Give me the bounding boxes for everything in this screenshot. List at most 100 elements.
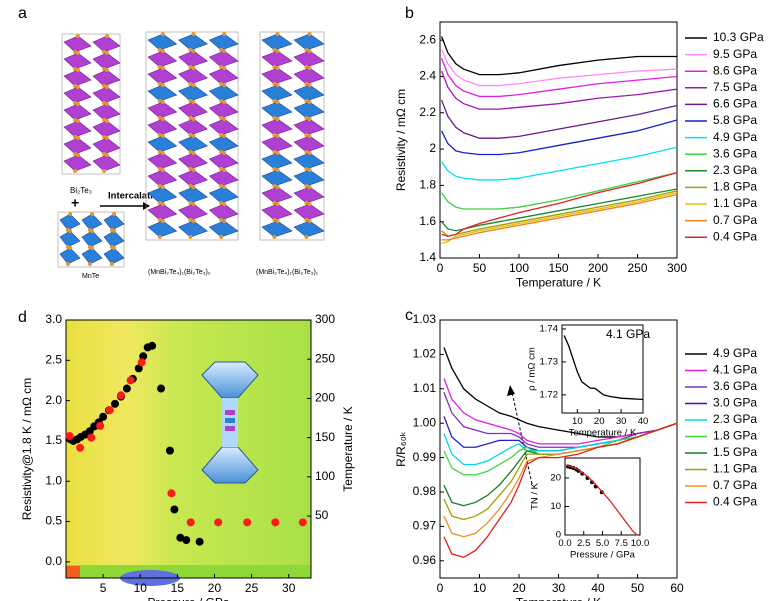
data-point	[165, 446, 174, 455]
y-axis-label: TN / K	[530, 482, 541, 510]
sample	[225, 410, 235, 415]
octahedron	[178, 135, 208, 153]
octahedron	[208, 152, 239, 170]
octahedron	[59, 230, 81, 248]
octahedron	[147, 135, 178, 153]
octahedron	[293, 169, 325, 187]
legend-label: 9.5 GPa	[713, 47, 757, 61]
octahedron	[92, 52, 121, 70]
data-point	[116, 391, 125, 400]
x-tick-label: 20	[208, 581, 222, 595]
octahedron	[293, 118, 325, 136]
y2-tick-label: 200	[315, 391, 335, 405]
atom	[272, 116, 277, 120]
octahedron	[178, 220, 208, 238]
y-tick-label: 0	[556, 530, 561, 541]
data-point	[182, 536, 191, 545]
legend-label: 0.7 GPa	[713, 478, 757, 492]
octahedron	[293, 84, 325, 102]
data-point	[96, 421, 105, 430]
atom	[75, 102, 80, 106]
y-tick-label: 0.98	[413, 484, 437, 498]
octahedron	[208, 84, 239, 102]
atom	[272, 99, 277, 103]
atom	[222, 202, 227, 206]
plus-sign: +	[71, 195, 79, 211]
atom	[112, 246, 117, 250]
x-tick-label: 10	[473, 581, 487, 595]
atom	[75, 136, 80, 140]
atom	[219, 82, 224, 86]
atom	[160, 168, 165, 172]
octahedron	[147, 33, 178, 51]
legend-label: 0.4 GPa	[713, 229, 757, 243]
formula: (MnBi₂Te₄)₁(Bi₂Te₃)₀	[148, 269, 211, 276]
atom	[307, 83, 312, 87]
legend-label: 7.5 GPa	[713, 80, 757, 94]
atom	[157, 82, 162, 86]
data-point	[99, 412, 108, 421]
atom	[275, 202, 280, 206]
unit-cell	[145, 31, 239, 241]
atom	[222, 66, 227, 70]
atom	[160, 100, 165, 104]
y-tick-label: 1.4	[419, 250, 436, 264]
atom	[222, 117, 227, 121]
atom	[219, 99, 224, 103]
y-tick-label: 2.6	[419, 32, 436, 46]
atom	[109, 262, 114, 266]
legend-label: 0.7 GPa	[713, 213, 757, 227]
atom	[65, 262, 70, 266]
atom	[102, 169, 107, 173]
octahedron	[147, 50, 178, 68]
data-point	[167, 489, 176, 498]
atom	[272, 133, 277, 137]
x-tick-label: 150	[548, 261, 568, 275]
atom	[68, 212, 73, 216]
atom	[275, 219, 280, 223]
arrow-head	[143, 202, 150, 210]
octahedron	[261, 152, 293, 170]
y-axis-label: R/R₆₀ₖ	[394, 431, 408, 467]
atom	[191, 66, 196, 70]
data-line	[441, 172, 678, 210]
atom	[191, 83, 196, 87]
atom	[307, 219, 312, 223]
atom	[272, 82, 277, 86]
octahedron	[178, 169, 208, 187]
atom	[222, 32, 227, 36]
data-line	[441, 172, 678, 237]
octahedron	[261, 101, 293, 119]
x-tick-label: 0	[437, 261, 444, 275]
atom	[188, 150, 193, 154]
y-axis-label: Resistivity@1.8 K / mΩ cm	[20, 378, 34, 521]
atom	[219, 184, 224, 188]
octahedron	[293, 152, 325, 170]
atom	[157, 116, 162, 120]
contour-band	[66, 566, 80, 578]
atom	[272, 201, 277, 205]
x-tick-label: 250	[627, 261, 647, 275]
atom	[191, 117, 196, 121]
octahedron	[147, 152, 178, 170]
annotation: 4.1 GPa	[606, 327, 650, 341]
y2-tick-label: 250	[315, 351, 335, 365]
y-tick-label: 1.6	[419, 214, 436, 228]
octahedron	[208, 169, 239, 187]
atom	[68, 246, 73, 250]
octahedron	[103, 213, 125, 231]
atom	[222, 185, 227, 189]
legend-label: 4.9 GPa	[713, 346, 757, 360]
data-point	[126, 376, 135, 385]
x-tick-label: 200	[588, 261, 608, 275]
panel-label: d	[18, 309, 27, 326]
atom	[160, 202, 165, 206]
atom	[157, 133, 162, 137]
panel-label: a	[18, 5, 27, 22]
legend-label: 4.9 GPa	[713, 130, 757, 144]
data-point	[170, 505, 179, 514]
octahedron	[261, 33, 293, 51]
atom	[275, 49, 280, 53]
x-tick-label: 100	[509, 261, 529, 275]
